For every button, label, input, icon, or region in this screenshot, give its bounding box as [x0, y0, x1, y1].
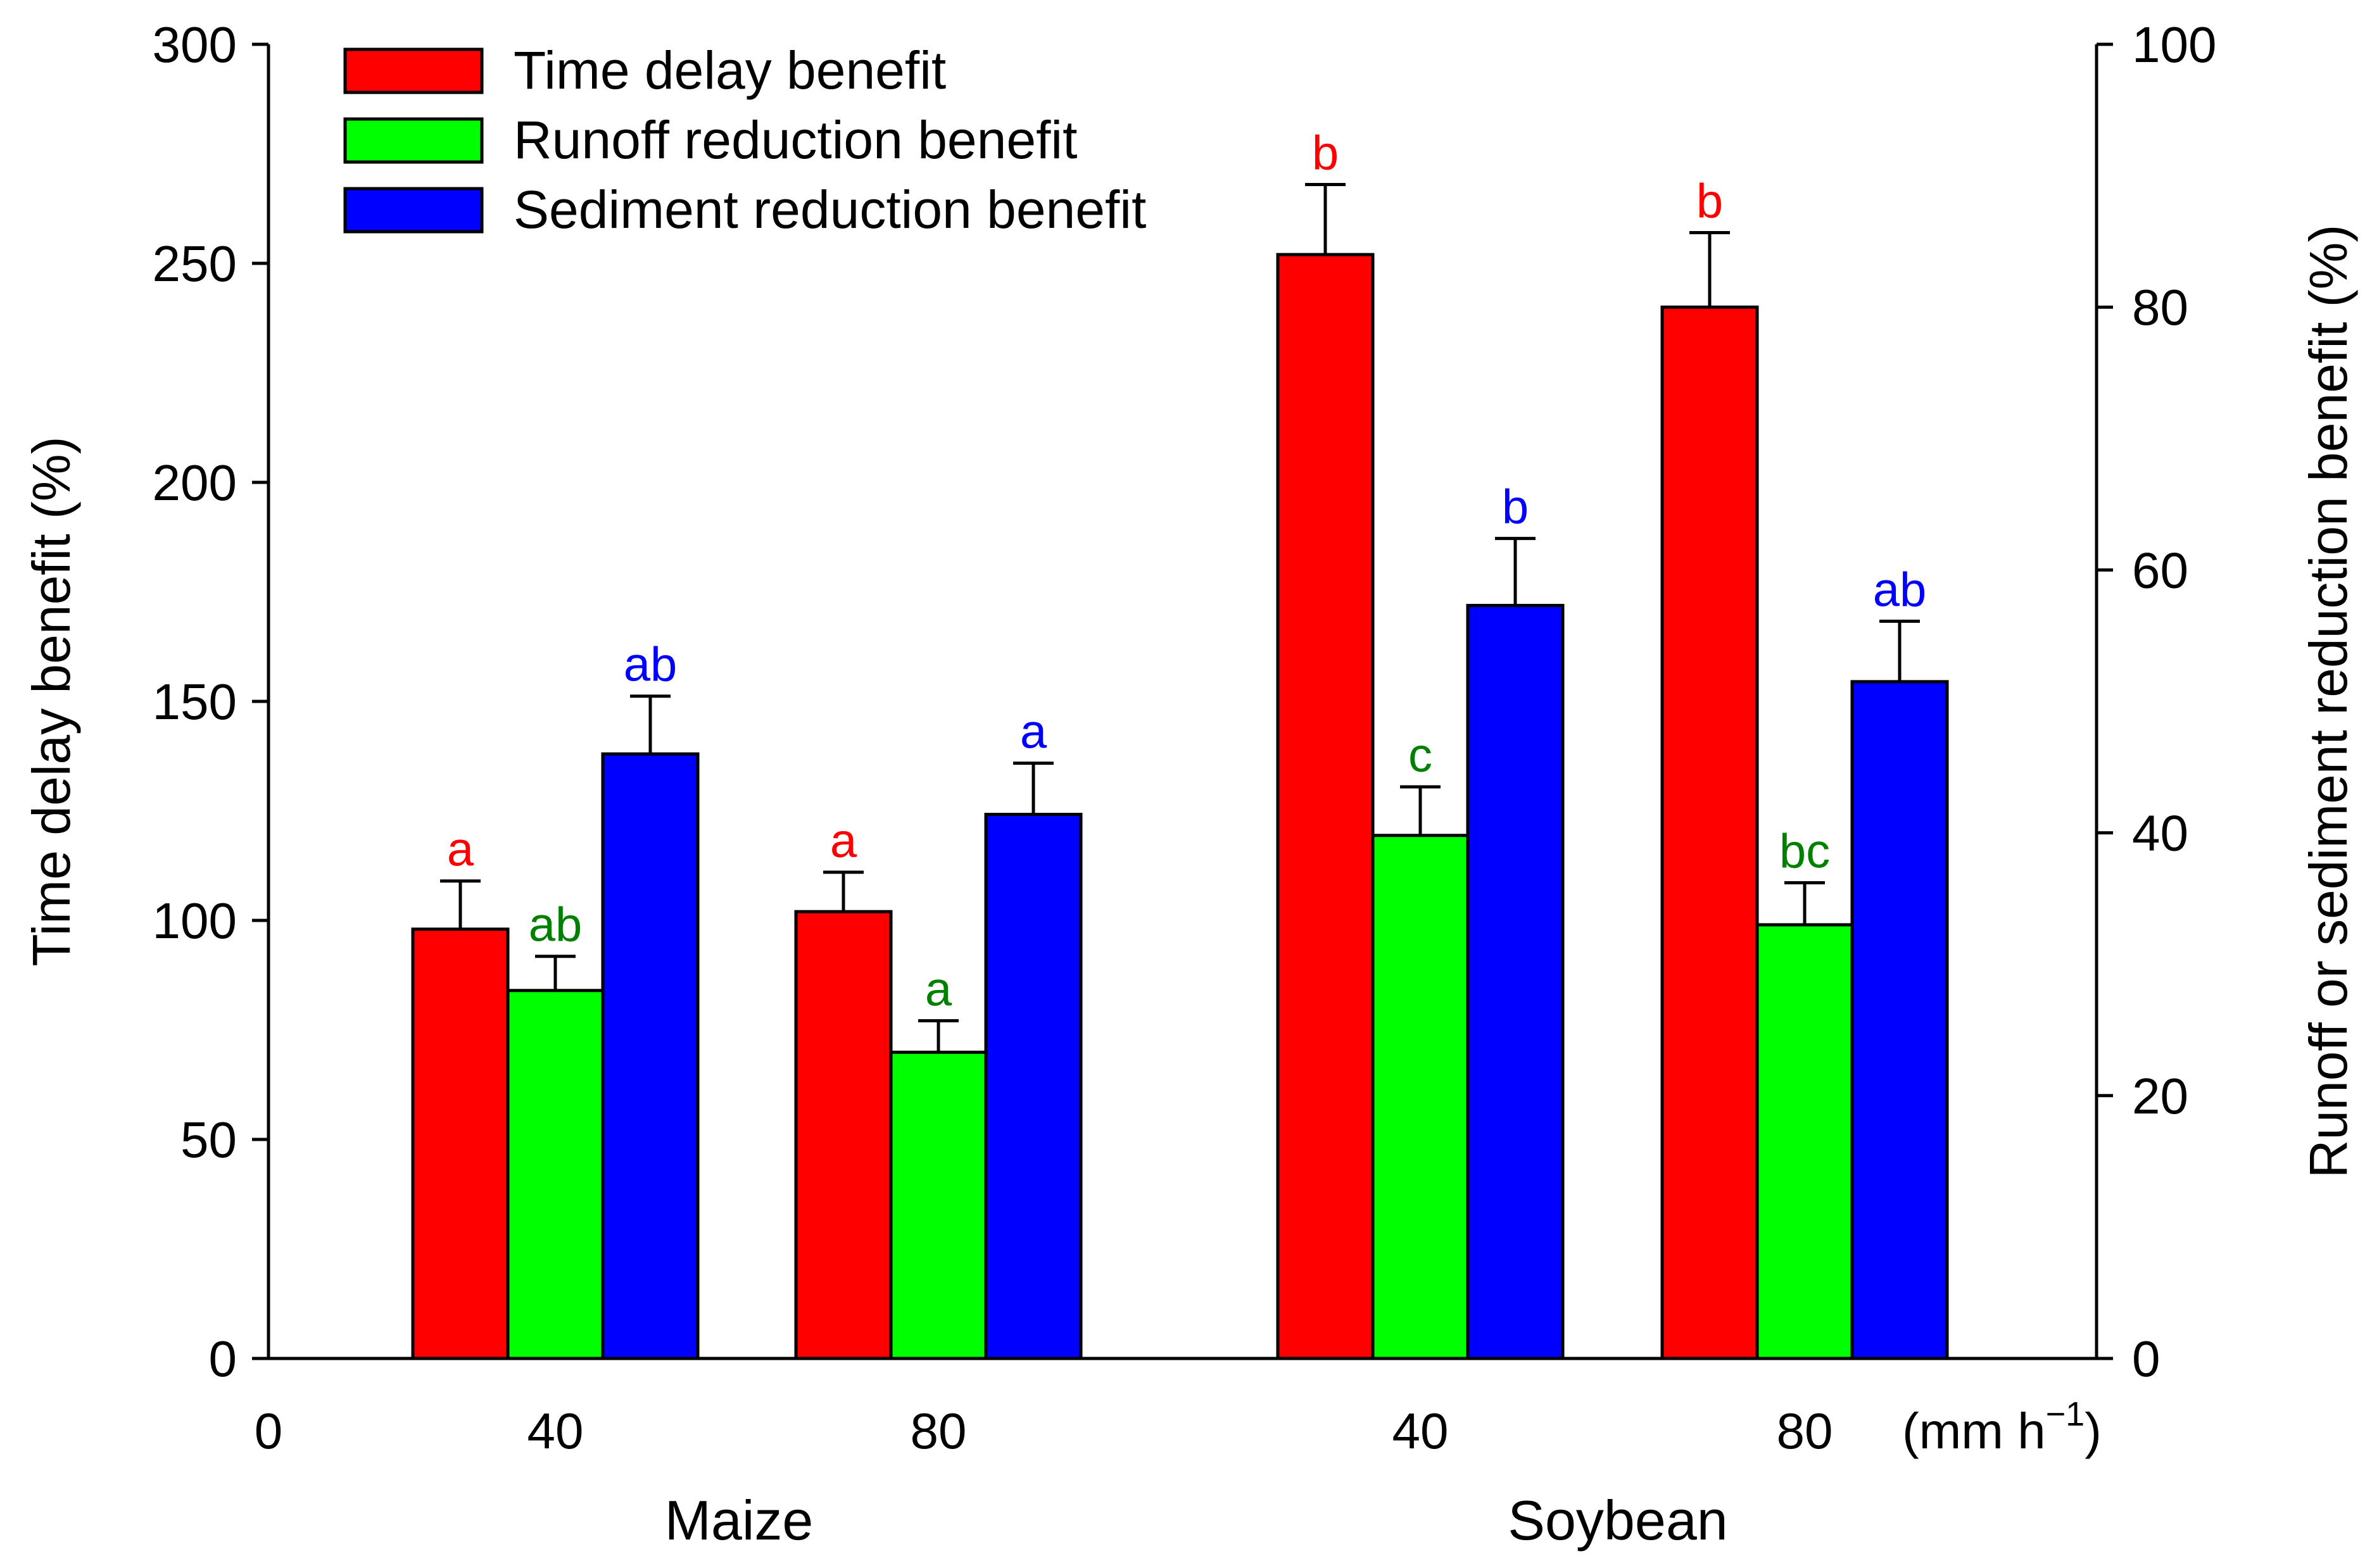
legend-swatch [343, 187, 484, 234]
x-unit-text: (mm h [1902, 1403, 2046, 1459]
left-tick-label: 0 [209, 1331, 237, 1387]
bar [601, 752, 700, 1360]
right-axis-title: Runoff or sediment reduction benefit (%) [2299, 225, 2358, 1179]
bars [411, 253, 1949, 1360]
significance-label: a [1020, 705, 1047, 759]
left-tick-label: 250 [153, 235, 237, 292]
legend: Time delay benefit Runoff reduction benef… [343, 41, 1146, 239]
left-tick-label: 200 [153, 455, 237, 511]
left-tick-label: 300 [153, 16, 237, 73]
significance-label: a [447, 823, 474, 877]
axes: 0 50 100 150 200 250 300 0 20 40 60 80 100 [153, 16, 2217, 1387]
bar [889, 1050, 988, 1360]
group-label: Soybean [1508, 1489, 1727, 1552]
x-unit-superscript: −1 [2046, 1395, 2085, 1433]
legend-swatch [343, 47, 484, 94]
x-tick-label: 40 [1392, 1403, 1449, 1459]
significance-label: a [830, 814, 857, 868]
significance-label: bc [1779, 824, 1830, 878]
x-tick-label: 40 [527, 1403, 584, 1459]
significance-label: ab [624, 638, 678, 692]
legend-label: Time delay benefit [514, 41, 946, 100]
left-tick-label: 50 [180, 1112, 237, 1168]
right-tick-label: 40 [2132, 805, 2188, 862]
legend-swatch [343, 117, 484, 164]
significance-label: b [1502, 480, 1529, 534]
bar [794, 910, 893, 1360]
significance-label: b [1312, 126, 1339, 180]
group-label: Maize [665, 1489, 814, 1552]
right-tick-label: 100 [2132, 16, 2216, 73]
significance-label: b [1696, 175, 1723, 229]
bar [1755, 923, 1854, 1360]
error-bars [440, 182, 1920, 1053]
bar [1276, 253, 1375, 1360]
left-tick-label: 100 [153, 893, 237, 949]
bar [411, 927, 510, 1360]
bar [1850, 680, 1949, 1360]
x-origin-label: 0 [255, 1403, 283, 1459]
significance-label: ab [529, 898, 583, 952]
x-unit-label: (mm h−1) [1902, 1395, 2102, 1459]
x-unit-close: ) [2085, 1403, 2102, 1459]
right-tick-label: 60 [2132, 542, 2188, 598]
right-tick-label: 80 [2132, 279, 2188, 336]
legend-label: Sediment reduction benefit [514, 180, 1146, 239]
bar [1466, 603, 1565, 1360]
left-tick-label: 150 [153, 674, 237, 730]
bar [1660, 305, 1759, 1360]
right-tick-label: 20 [2132, 1068, 2188, 1124]
right-tick-label: 0 [2132, 1331, 2161, 1387]
significance-label: c [1408, 729, 1432, 782]
legend-label: Runoff reduction benefit [514, 110, 1077, 170]
bar [506, 989, 605, 1360]
x-tick-label: 80 [911, 1403, 967, 1459]
axis-labels: 0 40 80 40 80 (mm h−1) Maize Soybean Time delay … [22, 225, 2358, 1552]
bar [984, 813, 1083, 1360]
bar [1371, 834, 1470, 1360]
left-axis-title: Time delay benefit (%) [22, 436, 81, 966]
significance-label: ab [1873, 563, 1927, 617]
significance-label: a [925, 962, 952, 1016]
x-tick-label: 80 [1777, 1403, 1833, 1459]
